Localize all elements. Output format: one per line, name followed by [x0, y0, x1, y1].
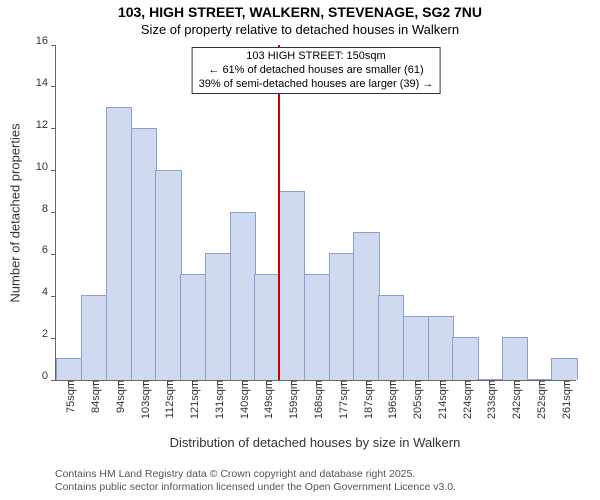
- histogram-bar: [329, 253, 355, 380]
- histogram-bar: [180, 274, 206, 380]
- x-tick-label: 131sqm: [208, 380, 226, 419]
- chart-title: 103, HIGH STREET, WALKERN, STEVENAGE, SG…: [0, 4, 600, 20]
- x-tick-label: 252sqm: [530, 380, 548, 419]
- chart-container: 103, HIGH STREET, WALKERN, STEVENAGE, SG…: [0, 0, 600, 500]
- plot-area: 024681012141675sqm84sqm94sqm103sqm112sqm…: [55, 45, 576, 381]
- y-tick-label: 10: [36, 161, 56, 173]
- histogram-bar: [56, 358, 82, 380]
- y-tick-label: 2: [42, 328, 56, 340]
- histogram-bar: [254, 274, 280, 380]
- x-tick-label: 242sqm: [505, 380, 523, 419]
- x-tick-label: 214sqm: [431, 380, 449, 419]
- x-tick-label: 224sqm: [456, 380, 474, 419]
- annotation-line-1: 103 HIGH STREET: 150sqm: [199, 50, 434, 64]
- histogram-bar: [230, 212, 256, 381]
- histogram-bar: [81, 295, 107, 380]
- x-tick-label: 121sqm: [183, 380, 201, 419]
- histogram-bar: [155, 170, 181, 380]
- histogram-bar: [279, 191, 305, 380]
- y-tick-label: 0: [42, 370, 56, 382]
- histogram-bar: [106, 107, 132, 380]
- footer-line-1: Contains HM Land Registry data © Crown c…: [55, 468, 456, 481]
- histogram-bar: [304, 274, 330, 380]
- histogram-bar: [403, 316, 429, 380]
- x-tick-label: 261sqm: [555, 380, 573, 419]
- histogram-bar: [378, 295, 404, 380]
- x-tick-label: 84sqm: [84, 380, 102, 413]
- x-tick-label: 112sqm: [158, 380, 176, 418]
- y-tick-label: 16: [36, 35, 56, 47]
- x-axis-label: Distribution of detached houses by size …: [55, 435, 575, 450]
- histogram-bar: [205, 253, 231, 380]
- x-tick-label: 159sqm: [282, 380, 300, 419]
- histogram-bar: [131, 128, 157, 380]
- reference-marker-line: [278, 45, 280, 380]
- annotation-line-3: 39% of semi-detached houses are larger (…: [199, 78, 434, 92]
- chart-subtitle: Size of property relative to detached ho…: [0, 22, 600, 37]
- x-tick-label: 94sqm: [109, 380, 127, 413]
- y-tick-label: 8: [42, 203, 56, 215]
- x-tick-label: 149sqm: [257, 380, 275, 419]
- annotation-box: 103 HIGH STREET: 150sqm← 61% of detached…: [192, 47, 441, 94]
- x-tick-label: 168sqm: [307, 380, 325, 419]
- x-tick-label: 233sqm: [480, 380, 498, 419]
- x-tick-label: 75sqm: [59, 380, 77, 413]
- y-tick-label: 12: [36, 119, 56, 131]
- histogram-bar: [452, 337, 478, 380]
- histogram-bar: [428, 316, 454, 380]
- attribution-footer: Contains HM Land Registry data © Crown c…: [55, 468, 456, 493]
- y-tick-label: 14: [36, 77, 56, 89]
- annotation-line-2: ← 61% of detached houses are smaller (61…: [199, 64, 434, 78]
- x-tick-label: 196sqm: [381, 380, 399, 419]
- y-tick-label: 4: [42, 286, 56, 298]
- x-tick-label: 177sqm: [332, 380, 350, 419]
- histogram-bar: [353, 232, 379, 380]
- histogram-bar: [551, 358, 577, 380]
- footer-line-2: Contains public sector information licen…: [55, 481, 456, 494]
- histogram-bar: [502, 337, 528, 380]
- x-tick-label: 205sqm: [406, 380, 424, 419]
- y-axis-label: Number of detached properties: [8, 123, 23, 302]
- y-tick-label: 6: [42, 244, 56, 256]
- x-tick-label: 140sqm: [233, 380, 251, 419]
- x-tick-label: 187sqm: [357, 380, 375, 419]
- x-tick-label: 103sqm: [134, 380, 152, 419]
